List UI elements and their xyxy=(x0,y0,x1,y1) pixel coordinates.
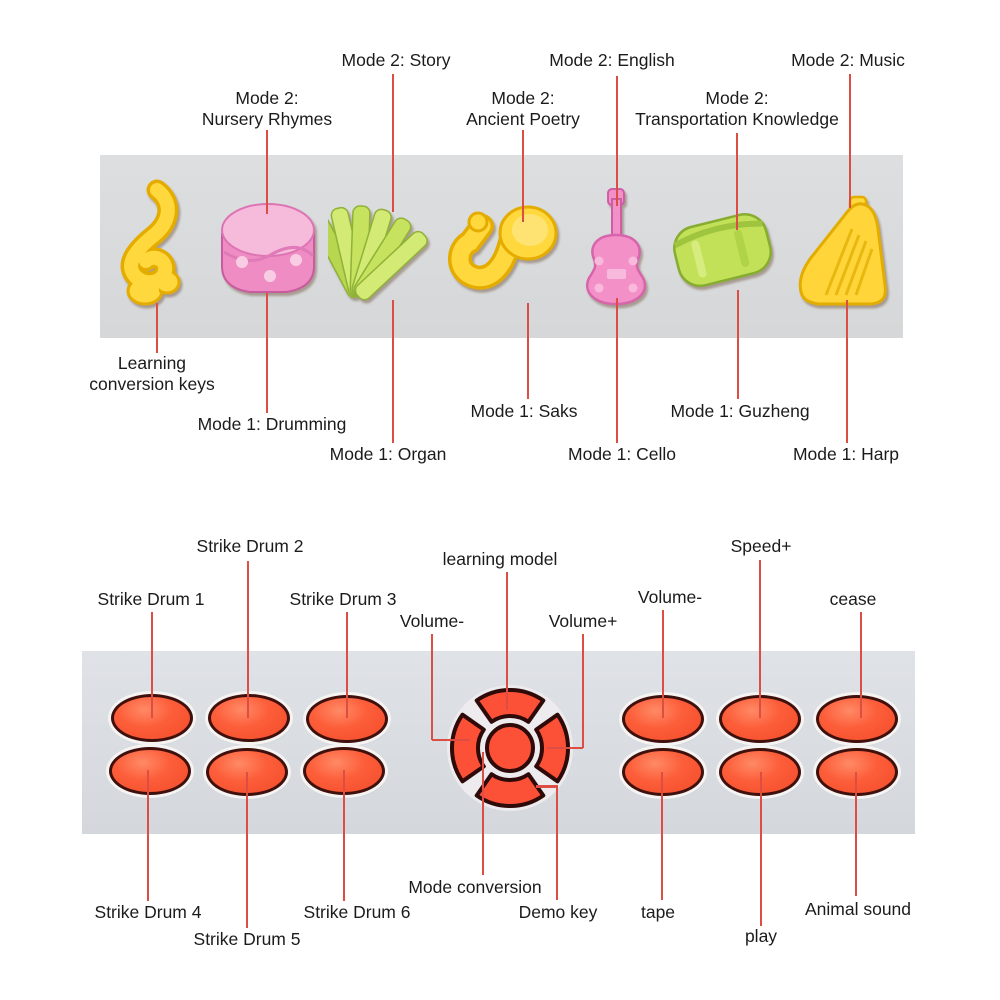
dpad-up-button[interactable] xyxy=(474,687,546,724)
label-cease: cease xyxy=(829,589,877,609)
guzheng-key[interactable] xyxy=(668,200,778,305)
guzheng-icon xyxy=(673,212,772,288)
leader-line xyxy=(521,130,525,222)
label-strike-drum-4: Strike Drum 4 xyxy=(94,902,202,922)
drum-icon xyxy=(221,203,315,293)
label-volume-minus-right: Volume- xyxy=(637,587,703,607)
label-mode2-music: Mode 2: Music xyxy=(791,50,905,70)
leader-line xyxy=(547,746,583,750)
leader-line xyxy=(660,772,664,900)
leader-line xyxy=(505,572,509,710)
leader-line xyxy=(735,133,739,230)
label-mode1-guzheng: Mode 1: Guzheng xyxy=(670,401,810,421)
leader-line xyxy=(536,785,558,788)
leader-line xyxy=(845,300,849,443)
harp-key[interactable] xyxy=(788,195,903,313)
leader-line xyxy=(859,612,863,718)
label-tape: tape xyxy=(640,902,676,922)
label-strike-drum-2: Strike Drum 2 xyxy=(196,536,304,556)
leader-line xyxy=(848,74,852,208)
strike-drum-4-button[interactable] xyxy=(109,747,191,795)
label-animal-sound: Animal sound xyxy=(804,899,912,919)
leader-line xyxy=(432,738,470,742)
leader-line xyxy=(245,772,249,928)
dpad-center-button[interactable] xyxy=(485,723,535,773)
leader-line xyxy=(342,770,346,901)
leader-line xyxy=(615,76,619,206)
label-mode2-ancient-poetry: Mode 2: Ancient Poetry xyxy=(466,88,580,129)
leader-line xyxy=(555,786,559,900)
leader-line xyxy=(526,303,530,399)
label-mode1-cello: Mode 1: Cello xyxy=(568,444,676,464)
label-strike-drum-3: Strike Drum 3 xyxy=(289,589,397,609)
saxophone-icon xyxy=(448,205,558,290)
leader-line xyxy=(736,290,740,399)
cease-button[interactable] xyxy=(816,695,898,743)
accordion-key[interactable] xyxy=(328,190,433,312)
leader-line xyxy=(345,612,349,718)
leader-line xyxy=(758,560,762,718)
dpad-cluster xyxy=(447,685,573,811)
leader-line xyxy=(854,772,858,896)
treble-clef-icon xyxy=(120,179,181,306)
label-mode2-nursery: Mode 2: Nursery Rhymes xyxy=(201,88,333,129)
label-mode2-english: Mode 2: English xyxy=(549,50,675,70)
label-strike-drum-1: Strike Drum 1 xyxy=(97,589,205,609)
leader-line xyxy=(430,634,434,740)
leader-line xyxy=(265,130,269,214)
label-volume-plus: Volume+ xyxy=(548,611,618,631)
leader-line xyxy=(615,298,619,443)
label-mode-conversion: Mode conversion xyxy=(408,877,542,897)
label-mode1-saks: Mode 1: Saks xyxy=(470,401,578,421)
dpad-left-button[interactable] xyxy=(449,712,486,784)
dpad-down-button[interactable] xyxy=(474,772,546,809)
label-mode2-transportation: Mode 2: Transportation Knowledge xyxy=(635,88,839,129)
leader-line xyxy=(759,772,763,926)
accordion-icon xyxy=(328,205,428,301)
leader-line xyxy=(661,610,665,718)
label-strike-drum-6: Strike Drum 6 xyxy=(303,902,411,922)
leader-line xyxy=(481,752,485,875)
leader-line xyxy=(581,634,585,748)
leader-line xyxy=(391,300,395,443)
saxophone-key[interactable] xyxy=(448,200,563,305)
leader-line xyxy=(265,293,269,413)
leader-line xyxy=(150,612,154,718)
leader-line xyxy=(146,770,150,901)
cello-icon xyxy=(586,188,646,306)
label-speed-plus: Speed+ xyxy=(730,536,792,556)
label-play: play xyxy=(744,926,778,946)
leader-line xyxy=(246,561,250,718)
label-mode2-story: Mode 2: Story xyxy=(341,50,451,70)
label-learning-conversion: Learning conversion keys xyxy=(89,353,215,394)
label-strike-drum-5: Strike Drum 5 xyxy=(193,929,301,949)
label-mode1-organ: Mode 1: Organ xyxy=(329,444,447,464)
label-demo-key: Demo key xyxy=(518,902,598,922)
treble-clef-key[interactable] xyxy=(105,178,200,313)
label-learning-model: learning model xyxy=(442,549,558,569)
leader-line xyxy=(155,303,159,353)
label-mode1-drumming: Mode 1: Drumming xyxy=(197,414,347,434)
label-mode1-harp: Mode 1: Harp xyxy=(792,444,900,464)
leader-line xyxy=(391,74,395,212)
harp-icon xyxy=(798,195,887,306)
label-volume-minus-left: Volume- xyxy=(399,611,465,631)
drum-key[interactable] xyxy=(212,196,324,306)
